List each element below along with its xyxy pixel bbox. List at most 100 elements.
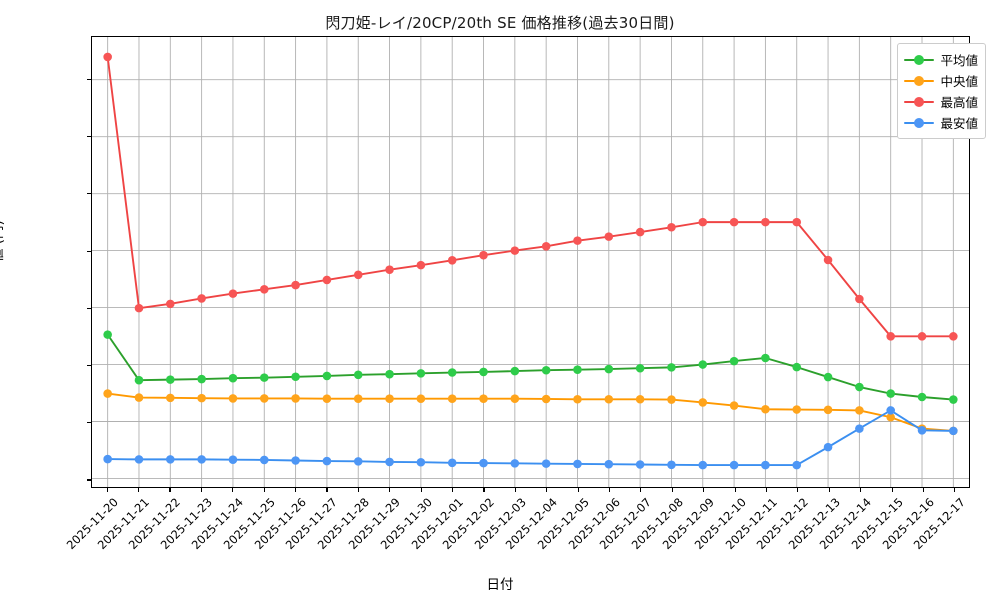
- legend-marker-icon: [904, 53, 935, 67]
- x-tick-mark: [640, 488, 642, 492]
- data-point: [886, 406, 895, 415]
- x-tick-mark: [357, 488, 359, 492]
- data-point: [510, 459, 520, 468]
- legend-item: 中央値: [904, 70, 978, 91]
- x-tick-mark: [828, 488, 830, 492]
- series-4: [103, 406, 958, 470]
- data-point: [510, 394, 520, 403]
- x-tick-mark: [483, 488, 485, 492]
- data-point: [479, 250, 488, 260]
- data-point: [886, 412, 895, 422]
- data-point: [353, 457, 363, 466]
- x-tick-mark: [577, 488, 579, 492]
- data-point: [291, 456, 300, 465]
- x-tick-mark: [263, 488, 265, 492]
- data-point: [823, 442, 833, 452]
- data-point: [886, 332, 895, 341]
- data-point: [541, 394, 551, 404]
- data-point: [322, 275, 332, 285]
- grid-lines: [92, 37, 969, 487]
- data-point: [385, 457, 394, 467]
- legend-label: 中央値: [940, 74, 978, 89]
- data-point: [635, 227, 645, 237]
- data-point: [197, 374, 206, 384]
- data-point: [917, 392, 927, 402]
- data-point: [635, 363, 645, 373]
- data-point: [447, 256, 457, 265]
- data-point: [166, 393, 175, 403]
- series-1: [103, 330, 958, 404]
- legend-label: 最安値: [940, 116, 978, 131]
- data-series-layer: [103, 52, 958, 470]
- data-point: [855, 294, 864, 304]
- x-tick-mark: [954, 488, 956, 492]
- data-point: [259, 394, 269, 403]
- data-point: [385, 394, 394, 403]
- series-line: [106, 392, 955, 432]
- x-tick-mark: [169, 488, 171, 492]
- legend-label: 平均値: [940, 53, 978, 68]
- data-point: [416, 369, 426, 378]
- data-point: [667, 363, 676, 372]
- x-tick-mark: [608, 488, 611, 492]
- data-point: [259, 373, 269, 382]
- y-tick-mark: [87, 479, 91, 481]
- data-point: [134, 303, 144, 313]
- chart-legend: 平均値中央値最高値最安値: [897, 43, 986, 139]
- data-point: [259, 455, 269, 465]
- data-point: [479, 367, 488, 377]
- legend-item: 平均値: [904, 49, 978, 70]
- x-tick-mark: [797, 488, 799, 492]
- data-point: [228, 289, 238, 298]
- data-point: [667, 222, 676, 232]
- x-tick-mark: [295, 488, 297, 492]
- data-point: [134, 393, 144, 402]
- x-tick-mark: [106, 488, 108, 492]
- x-tick-mark: [232, 488, 234, 492]
- x-tick-mark: [200, 488, 202, 492]
- data-point: [949, 332, 958, 341]
- data-point: [479, 458, 488, 468]
- data-point: [792, 405, 802, 414]
- data-point: [855, 406, 864, 415]
- data-point: [729, 401, 739, 410]
- data-point: [573, 459, 582, 469]
- data-point: [823, 372, 833, 382]
- legend-marker-icon: [904, 74, 935, 88]
- legend-label: 最高値: [940, 95, 978, 110]
- y-tick-mark: [87, 136, 91, 138]
- data-point: [635, 460, 645, 469]
- data-point: [166, 299, 175, 309]
- data-point: [573, 236, 582, 245]
- data-point: [729, 460, 739, 470]
- data-point: [447, 394, 457, 403]
- data-point: [761, 353, 770, 363]
- x-tick-mark: [389, 488, 391, 492]
- data-point: [761, 217, 770, 227]
- data-point: [823, 405, 833, 415]
- data-point: [698, 460, 708, 470]
- data-point: [949, 426, 958, 436]
- data-point: [698, 398, 708, 407]
- y-tick-mark: [87, 364, 91, 367]
- data-point: [792, 362, 802, 372]
- data-point: [166, 375, 175, 384]
- data-point: [761, 460, 770, 470]
- series-2: [103, 389, 958, 436]
- x-tick-mark: [514, 488, 516, 492]
- data-point: [541, 242, 551, 251]
- data-point: [667, 460, 676, 470]
- x-axis-label: 日付: [486, 577, 514, 593]
- data-point: [322, 371, 332, 381]
- data-point: [385, 265, 394, 274]
- data-point: [729, 217, 739, 227]
- data-point: [322, 394, 332, 403]
- data-point: [604, 394, 614, 404]
- data-point: [541, 365, 551, 375]
- data-point: [291, 394, 300, 403]
- data-point: [949, 395, 958, 404]
- chart-title: 閃刀姫-レイ/20CP/20th SE 価格推移(過去30日間): [325, 14, 675, 32]
- data-point: [917, 426, 927, 435]
- data-point: [103, 52, 112, 62]
- y-tick-mark: [87, 250, 91, 252]
